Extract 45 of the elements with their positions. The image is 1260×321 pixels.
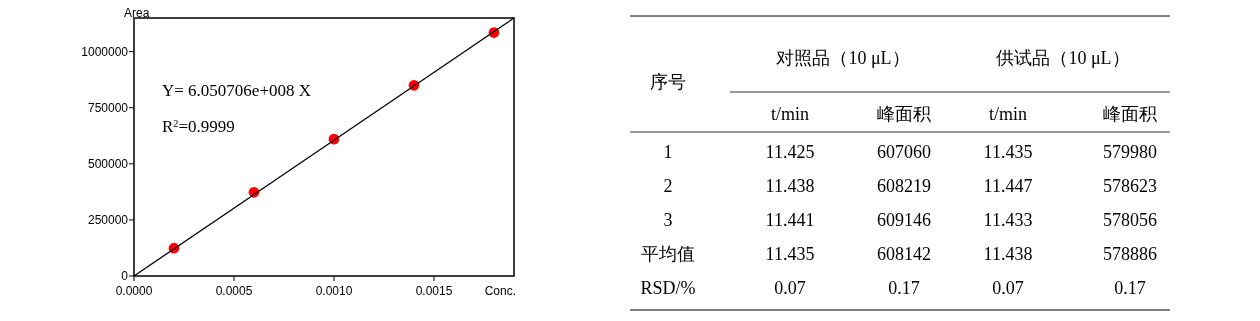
text: 578623: [1103, 176, 1157, 196]
text: 0.17: [1114, 278, 1146, 298]
x-tick-label: 0.0005: [215, 284, 253, 298]
text: 对照品（10 μL）: [776, 48, 910, 68]
text: 11.447: [983, 176, 1033, 196]
text: 607060: [877, 142, 931, 162]
text: 11.435: [983, 142, 1033, 162]
text: 609146: [877, 210, 931, 230]
text: 608219: [877, 176, 931, 196]
text: 供试品（10 μL）: [996, 48, 1130, 68]
text: 0.17: [888, 278, 920, 298]
text: 579980: [1103, 142, 1157, 162]
text: 11.425: [765, 142, 815, 162]
category-label: t/min: [988, 104, 1028, 124]
annotation: R$^{2}$=0.9999: [162, 117, 235, 136]
text: 578886: [1103, 244, 1157, 264]
y-axis-title: Area: [124, 6, 150, 20]
category-label: 3: [663, 210, 673, 230]
category-label: 峰面积: [877, 104, 931, 124]
category-label: 平均值: [641, 244, 695, 264]
text: 11.441: [765, 210, 815, 230]
y-tick-label: 250000: [87, 213, 129, 228]
text: 11.433: [983, 210, 1033, 230]
text: 0.07: [774, 278, 806, 298]
x-axis-title: Conc.: [484, 284, 516, 298]
text: 序号: [650, 72, 686, 92]
category-label: 2: [663, 176, 673, 196]
x-tick-label: 0.0010: [315, 284, 353, 298]
text: 11.438: [983, 244, 1033, 264]
category-label: 1: [663, 142, 673, 162]
category-label: 峰面积: [1103, 104, 1157, 124]
annotation: Y= 6.050706e+008 X: [162, 81, 312, 100]
text: 11.438: [765, 176, 815, 196]
y-tick-label: 750000: [87, 100, 129, 115]
y-tick-label: 1000000: [81, 44, 129, 59]
category-label: RSD/%: [640, 278, 696, 298]
text: 0.07: [992, 278, 1024, 298]
text: 578056: [1103, 210, 1157, 230]
y-tick-label: 0: [121, 269, 129, 284]
text: 608142: [877, 244, 931, 264]
x-tick-label: 0.0000: [115, 284, 153, 298]
text: 11.435: [765, 244, 815, 264]
x-tick-label: 0.0015: [415, 284, 453, 298]
category-label: t/min: [770, 104, 810, 124]
y-tick-label: 500000: [87, 157, 129, 172]
